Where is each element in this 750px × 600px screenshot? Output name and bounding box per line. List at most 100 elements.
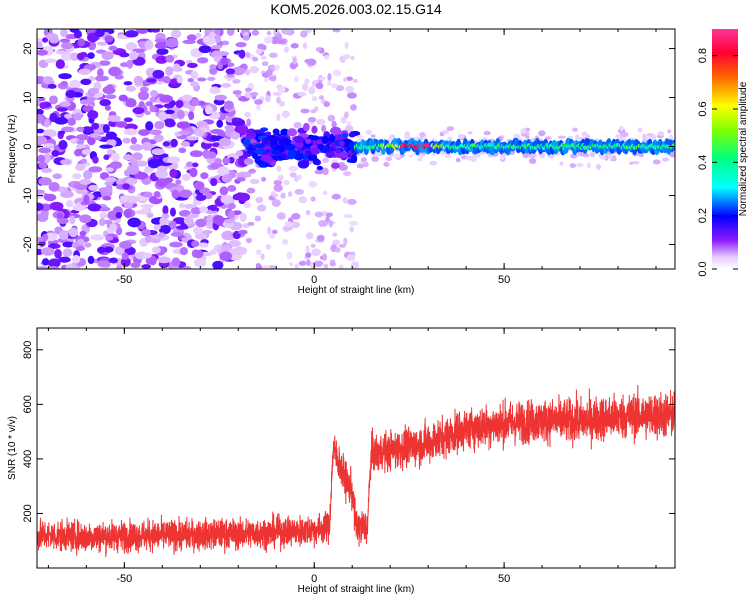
heatmap-cell xyxy=(102,124,110,134)
heatmap-cell xyxy=(147,158,161,169)
heatmap-cell xyxy=(142,141,153,151)
heatmap-cell xyxy=(59,38,71,43)
heatmap-cell xyxy=(305,252,312,258)
heatmap-cell xyxy=(236,177,246,182)
heatmap-cell xyxy=(124,246,136,256)
heatmap-cell xyxy=(276,212,286,220)
heatmap-cell xyxy=(513,133,521,139)
heatmap-cell xyxy=(80,78,92,86)
heatmap-cell xyxy=(244,138,251,145)
heatmap-cell xyxy=(69,215,76,225)
heatmap-cell xyxy=(79,214,92,224)
heatmap-cell xyxy=(343,213,354,219)
heatmap-cell xyxy=(169,241,183,248)
heatmap-cell xyxy=(336,151,349,159)
heatmap-cell xyxy=(243,201,252,209)
heatmap-cell xyxy=(37,213,49,222)
heatmap-cell xyxy=(253,129,265,134)
heatmap-cell xyxy=(272,193,279,198)
heatmap-cell xyxy=(586,162,592,169)
heatmap-cell xyxy=(165,37,179,48)
heatmap-cell xyxy=(620,131,629,138)
heatmap-cell xyxy=(92,156,99,164)
heatmap-cell xyxy=(233,246,247,256)
heatmap-cell xyxy=(162,141,171,147)
heatmap-cell xyxy=(116,264,123,269)
heatmap-cell xyxy=(327,80,332,86)
heatmap-cell xyxy=(72,173,82,180)
heatmap-cell xyxy=(315,82,324,90)
heatmap-cell xyxy=(318,76,326,81)
heatmap-cell xyxy=(255,265,264,269)
heatmap-cell xyxy=(528,157,537,164)
heatmap-cell xyxy=(297,174,302,180)
heatmap-cell xyxy=(250,91,259,97)
heatmap-cell xyxy=(280,128,290,136)
heatmap-cell xyxy=(276,165,282,172)
heatmap-cell xyxy=(272,155,283,161)
heatmap-cell xyxy=(150,90,159,98)
heatmap-cell xyxy=(158,111,168,121)
heatmap-cell xyxy=(235,150,244,157)
heatmap-cell xyxy=(343,77,348,82)
heatmap-cell xyxy=(322,167,329,176)
heatmap-cell xyxy=(210,45,223,50)
heatmap-cell xyxy=(286,128,298,137)
heatmap-cell xyxy=(170,138,178,148)
heatmap-cell xyxy=(236,171,251,179)
heatmap-cell xyxy=(144,110,151,116)
heatmap-cell xyxy=(183,265,192,269)
heatmap-cell xyxy=(272,91,282,96)
heatmap-cell xyxy=(277,174,284,182)
heatmap-cell xyxy=(76,126,85,132)
heatmap-cell xyxy=(293,121,302,129)
heatmap-cell xyxy=(99,144,114,149)
heatmap-cell xyxy=(47,83,57,89)
heatmap-cell xyxy=(305,232,314,240)
heatmap-cell xyxy=(178,147,187,154)
heatmap-cell xyxy=(145,121,154,131)
heatmap-cell xyxy=(159,217,166,226)
heatmap-cell xyxy=(252,56,259,62)
heatmap-cell xyxy=(311,248,322,257)
heatmap-cell xyxy=(289,172,297,178)
heatmap-cell xyxy=(146,212,154,218)
heatmap-cell xyxy=(328,146,337,152)
heatmap-cell xyxy=(200,172,209,180)
heatmap-cell xyxy=(154,120,165,130)
heatmap-cell xyxy=(190,207,202,215)
heatmap-frame xyxy=(36,28,676,270)
heatmap-cell xyxy=(294,263,299,269)
heatmap-cell xyxy=(311,125,318,134)
heatmap-cell xyxy=(340,116,347,124)
heatmap-cell xyxy=(87,52,95,60)
heatmap-cell xyxy=(125,177,138,185)
heatmap-cell xyxy=(214,94,227,101)
heatmap-cell xyxy=(96,41,108,46)
heatmap-cell xyxy=(60,29,68,38)
heatmap-cell xyxy=(43,143,55,148)
heatmap-cell xyxy=(332,239,341,246)
heatmap-cell xyxy=(667,129,672,134)
heatmap-cell xyxy=(321,135,329,145)
heatmap-cell xyxy=(102,196,112,201)
heatmap-cell xyxy=(335,84,345,92)
heatmap-cell xyxy=(281,29,292,35)
heatmap-cell xyxy=(206,76,216,81)
heatmap-cell xyxy=(305,150,312,156)
heatmap-cell xyxy=(176,76,184,84)
heatmap-cell xyxy=(322,157,330,163)
heatmap-cell xyxy=(264,36,273,44)
heatmap-cell xyxy=(187,213,200,219)
heatmap-cell xyxy=(260,253,265,260)
heatmap-cell xyxy=(288,165,298,172)
heatmap-cell xyxy=(569,163,577,168)
heatmap-cell xyxy=(126,59,134,69)
heatmap-cell xyxy=(599,155,607,160)
heatmap-cell xyxy=(344,41,349,50)
heatmap-cell xyxy=(142,252,152,259)
heatmap-cell xyxy=(87,110,99,120)
heatmap-cell xyxy=(123,208,132,219)
heatmap-cell xyxy=(144,40,154,50)
heatmap-cell xyxy=(95,75,109,82)
